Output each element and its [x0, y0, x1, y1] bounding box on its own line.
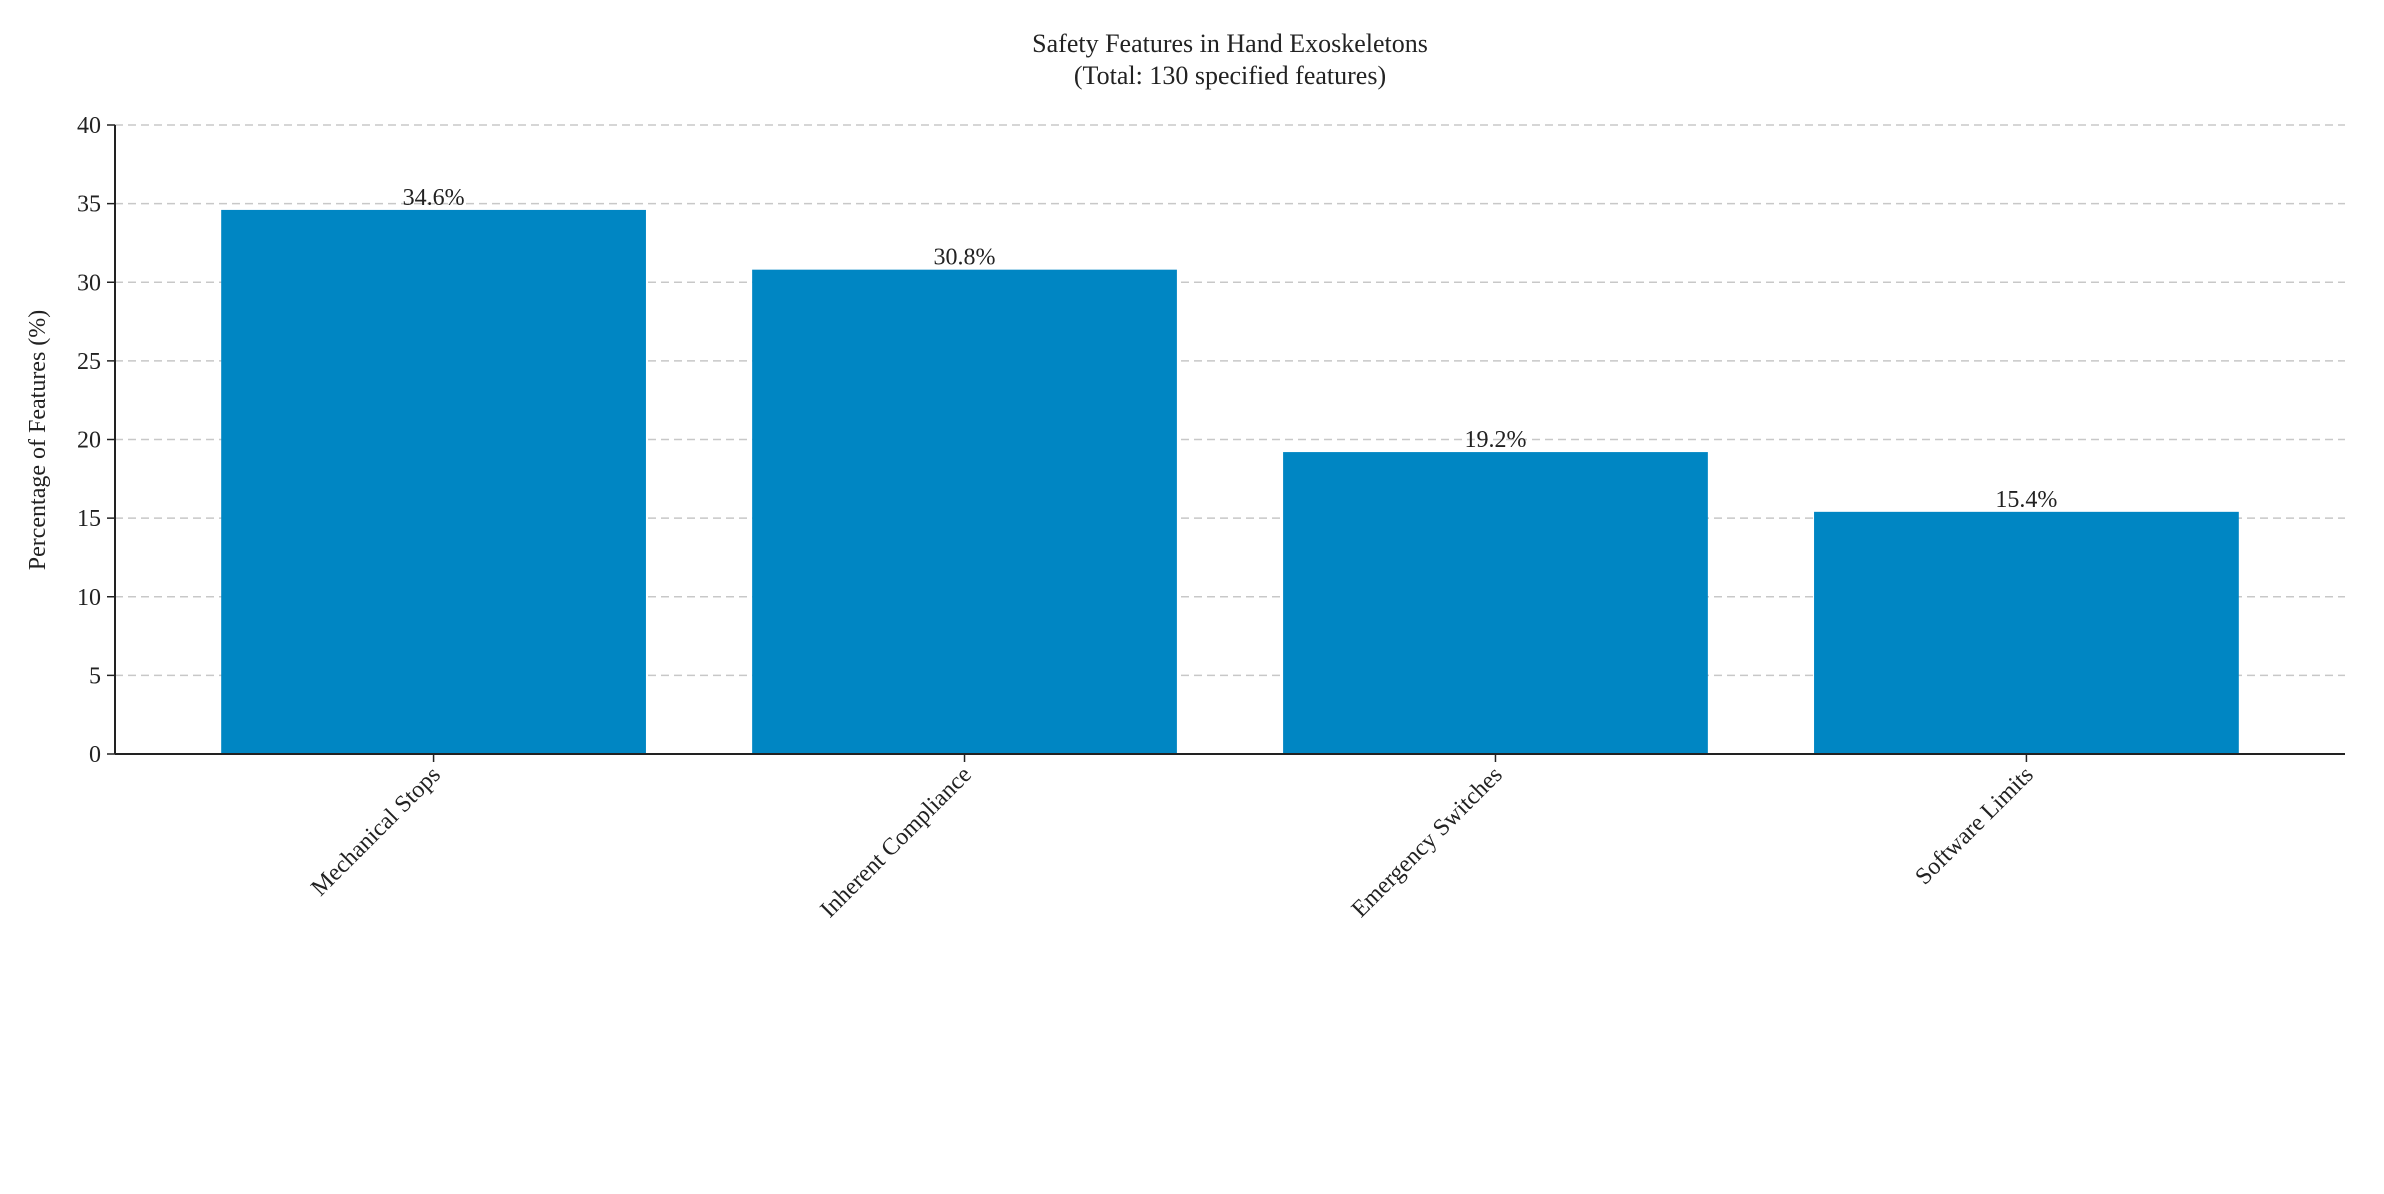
- y-tick-label: 25: [77, 349, 101, 375]
- y-tick-label: 5: [89, 663, 101, 689]
- x-tick-label: Software Limits: [1910, 762, 2038, 890]
- x-tick-label: Emergency Switches: [1347, 762, 1508, 923]
- y-tick-label: 20: [77, 428, 101, 454]
- x-tick-label: Mechanical Stops: [306, 762, 446, 902]
- data-label: 19.2%: [1464, 427, 1526, 453]
- y-tick-label: 0: [89, 742, 101, 768]
- bar: [221, 209, 646, 755]
- y-tick-label: 10: [77, 585, 101, 611]
- y-tick-label: 30: [77, 270, 101, 296]
- y-axis-label: Percentage of Features (%): [25, 310, 51, 571]
- y-tick-label: 15: [77, 506, 101, 532]
- chart-title: Safety Features in Hand Exoskeletons: [1032, 29, 1428, 58]
- bar: [1814, 511, 2239, 754]
- bar: [752, 269, 1177, 754]
- data-label: 15.4%: [1995, 487, 2057, 513]
- data-label: 34.6%: [403, 185, 465, 211]
- data-label: 30.8%: [934, 245, 996, 271]
- x-tick-label: Inherent Compliance: [816, 762, 977, 923]
- bar: [1283, 452, 1708, 754]
- y-tick-label: 35: [77, 192, 101, 218]
- y-tick-label: 40: [77, 113, 101, 139]
- chart-subtitle: (Total: 130 specified features): [1074, 61, 1386, 90]
